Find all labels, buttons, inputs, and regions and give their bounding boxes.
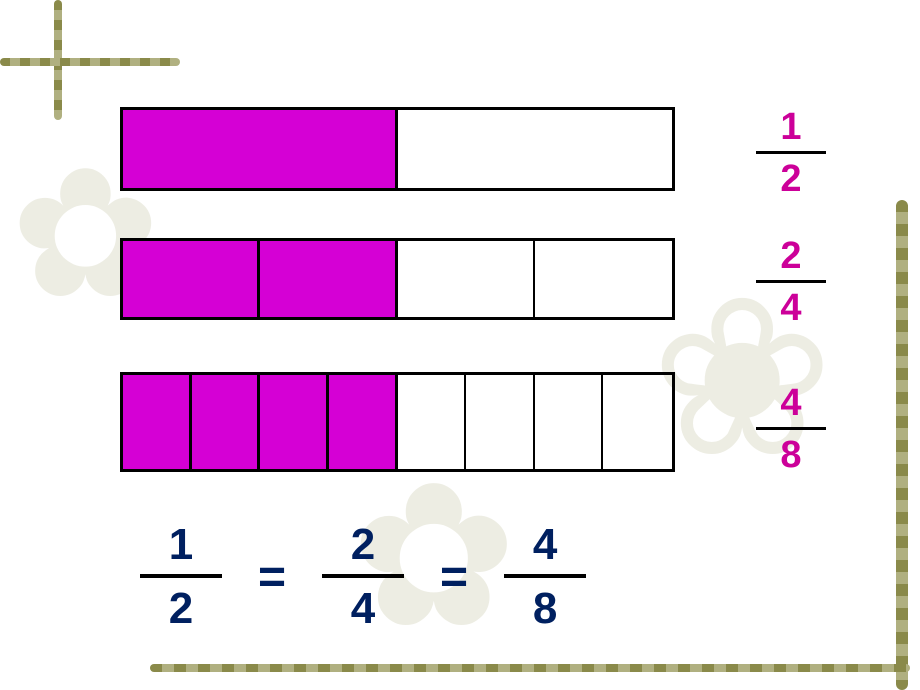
equation-fraction-3: 4 8 (504, 520, 586, 634)
decorative-border (0, 58, 180, 66)
bar-segment-empty (603, 375, 672, 469)
equation-fraction-1: 1 2 (140, 520, 222, 634)
fraction-denominator: 4 (329, 578, 397, 634)
bar-segment-empty (466, 375, 535, 469)
fraction-numerator: 1 (764, 106, 817, 151)
bar-row-four-eighths (120, 372, 675, 472)
bar-segment-filled (123, 375, 192, 469)
equals-sign: = (258, 550, 286, 605)
fraction-bar-four-eighths (120, 372, 675, 472)
decorative-border (896, 200, 908, 690)
fraction-denominator: 4 (764, 283, 817, 330)
decorative-border (150, 664, 910, 672)
fraction-numerator: 4 (764, 382, 817, 427)
fraction-denominator: 8 (511, 578, 579, 634)
bar-row-two-fourths (120, 238, 675, 320)
bar-segment-filled (329, 375, 398, 469)
fraction-bar-half (120, 107, 675, 191)
bar-segment-filled (192, 375, 261, 469)
bar-segment-empty (398, 375, 467, 469)
bar-row-half (120, 107, 675, 191)
fraction-numerator: 2 (764, 235, 817, 280)
fraction-label-half: 1 2 (756, 106, 826, 201)
fraction-numerator: 4 (511, 520, 579, 574)
bar-segment-empty (535, 375, 604, 469)
fraction-label-two-fourths: 2 4 (756, 235, 826, 330)
bar-segment-empty (398, 241, 535, 317)
bar-segment-empty (535, 241, 672, 317)
bar-segment-empty (398, 110, 673, 188)
fraction-bar-two-fourths (120, 238, 675, 320)
bar-segment-filled (260, 375, 329, 469)
fraction-label-four-eighths: 4 8 (756, 382, 826, 477)
fraction-denominator: 2 (147, 578, 215, 634)
equation-row: 1 2 = 2 4 = 4 8 (140, 520, 586, 634)
bar-segment-filled (260, 241, 397, 317)
equals-sign: = (440, 550, 468, 605)
fraction-denominator: 2 (764, 154, 817, 201)
bar-segment-filled (123, 241, 260, 317)
fraction-numerator: 1 (147, 520, 215, 574)
bar-segment-filled (123, 110, 398, 188)
fraction-numerator: 2 (329, 520, 397, 574)
equation-fraction-2: 2 4 (322, 520, 404, 634)
fraction-denominator: 8 (764, 430, 817, 477)
